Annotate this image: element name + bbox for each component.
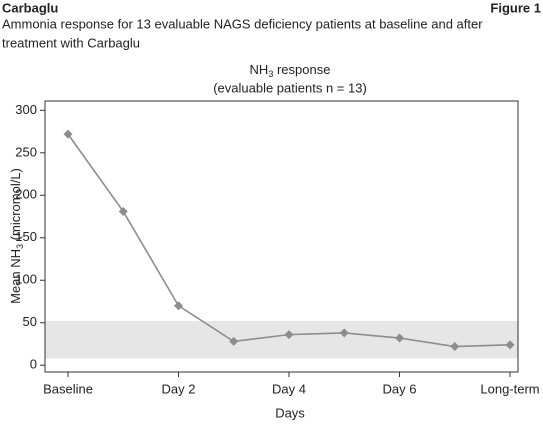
axis-frame — [44, 100, 519, 373]
ylabel-subscript: 3 — [15, 244, 25, 249]
y-axis-label: Mean NH3 (micromol/L) — [8, 168, 25, 304]
data-point — [505, 340, 515, 350]
y-tick-label: 100 — [15, 272, 37, 287]
x-tick-label: Day 2 — [162, 381, 196, 396]
data-point — [174, 301, 183, 311]
title-subscript: 3 — [268, 69, 273, 79]
x-tick-label: Day 6 — [383, 381, 417, 396]
title-text: NH — [250, 62, 269, 77]
header-right: Figure 1 — [490, 0, 541, 15]
x-tick-label: Long-term — [480, 381, 539, 396]
y-tick-label: 50 — [23, 314, 37, 329]
title-rest: response — [273, 62, 330, 77]
ylabel-text: Mean NH — [8, 249, 23, 304]
y-tick-label: 200 — [15, 187, 37, 202]
x-tick-label: Baseline — [43, 381, 93, 396]
data-point — [395, 333, 404, 343]
y-tick-label: 250 — [15, 144, 37, 159]
y-tick-label: 300 — [15, 102, 37, 117]
caption-line: treatment with Carbaglu — [2, 35, 140, 50]
ylabel-rest: (micromol/L) — [8, 168, 23, 244]
header-left: Carbaglu — [2, 0, 58, 15]
data-point — [118, 206, 128, 216]
data-line — [67, 133, 511, 348]
chart-title: NH3 response — [250, 62, 331, 79]
chart-subtitle: (evaluable patients n = 13) — [213, 80, 367, 95]
x-axis-label: Days — [275, 405, 305, 420]
data-point — [450, 342, 460, 352]
data-point — [63, 129, 73, 139]
y-tick-label: 0 — [30, 357, 37, 372]
x-tick-label: Day 4 — [272, 381, 306, 396]
caption-line: Ammonia response for 13 evaluable NAGS d… — [2, 16, 483, 31]
data-point — [339, 328, 349, 338]
y-tick-label: 150 — [15, 229, 37, 244]
data-point — [229, 336, 239, 346]
data-point — [284, 330, 294, 340]
shaded-range — [45, 321, 518, 359]
